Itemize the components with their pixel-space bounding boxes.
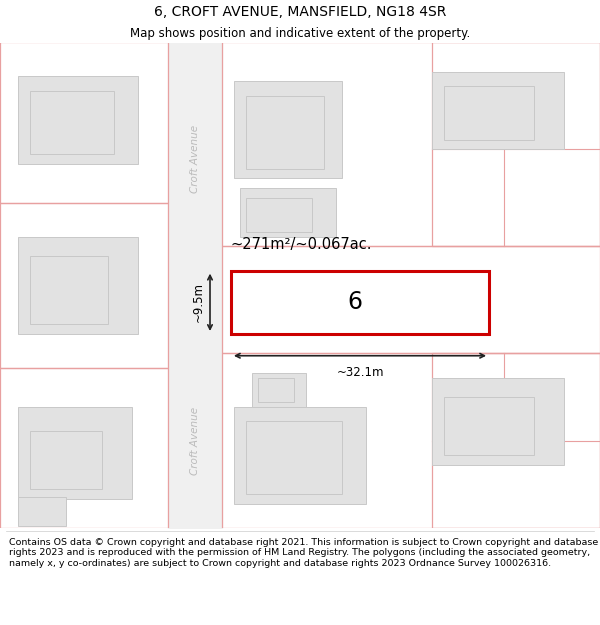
Bar (0, 368, 168, 528)
Bar (30, 256, 108, 324)
Bar (432, 42, 600, 246)
Bar (18, 407, 132, 499)
Text: ~271m²/~0.067ac.: ~271m²/~0.067ac. (231, 236, 373, 251)
Bar (231, 271, 489, 334)
Bar (240, 188, 336, 237)
Text: 6, CROFT AVENUE, MANSFIELD, NG18 4SR: 6, CROFT AVENUE, MANSFIELD, NG18 4SR (154, 5, 446, 19)
Bar (432, 378, 564, 465)
Bar (444, 397, 534, 455)
Bar (18, 237, 138, 334)
Bar (234, 407, 366, 504)
Bar (18, 76, 138, 164)
Text: ~32.1m: ~32.1m (336, 366, 384, 379)
Bar (222, 246, 600, 353)
Text: Croft Avenue: Croft Avenue (190, 407, 200, 475)
Bar (30, 431, 102, 489)
Bar (30, 91, 114, 154)
Text: Contains OS data © Crown copyright and database right 2021. This information is : Contains OS data © Crown copyright and d… (9, 538, 598, 568)
Bar (246, 198, 312, 232)
Bar (18, 496, 66, 526)
Bar (0, 42, 168, 202)
Bar (0, 202, 168, 368)
Text: ~9.5m: ~9.5m (192, 282, 205, 322)
Bar (432, 353, 600, 528)
Bar (246, 421, 342, 494)
Bar (252, 372, 306, 407)
Bar (222, 42, 600, 246)
Bar (222, 353, 600, 528)
Bar (432, 72, 564, 149)
Bar (258, 378, 294, 402)
Bar (234, 81, 342, 179)
Text: 6: 6 (347, 290, 362, 314)
Text: Croft Avenue: Croft Avenue (190, 125, 200, 193)
Text: Map shows position and indicative extent of the property.: Map shows position and indicative extent… (130, 27, 470, 39)
Bar (246, 96, 324, 169)
Bar (444, 86, 534, 139)
